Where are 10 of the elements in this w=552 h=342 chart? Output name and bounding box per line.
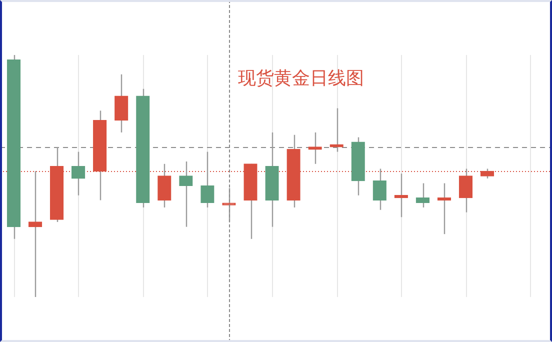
candlestick bbox=[437, 182, 452, 235]
candlestick bbox=[330, 108, 344, 152]
candlestick bbox=[71, 151, 86, 196]
candlestick bbox=[114, 74, 128, 134]
candlestick bbox=[179, 160, 193, 228]
candlestick bbox=[416, 182, 430, 208]
candlestick bbox=[394, 172, 408, 218]
candlestick bbox=[372, 168, 386, 210]
text: 现货黄金日线图 bbox=[238, 67, 364, 90]
candlestick bbox=[308, 132, 322, 164]
